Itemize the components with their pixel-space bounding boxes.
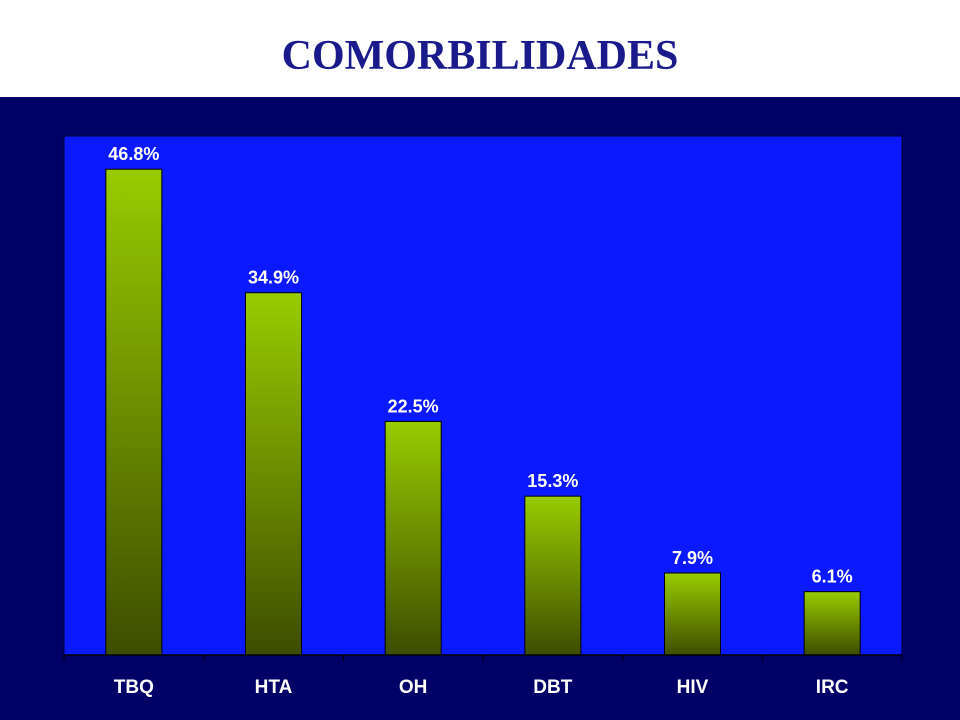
category-label-hta: HTA [255,677,293,698]
data-label-tbq: 46.8% [108,144,159,164]
x-axis: TBQ HTA OH DBT HIV IRC [63,654,903,698]
slide-title: COMORBILIDADES [281,33,679,79]
bar-hiv [664,572,721,656]
bar-hta [245,292,302,656]
title-bar [0,0,960,97]
bar-tbq [105,168,163,656]
category-label-tbq: TBQ [114,677,154,698]
bar-irc [803,591,861,656]
data-label-irc: 6.1% [812,567,853,587]
data-label-dbt: 15.3% [527,471,578,491]
category-label-dbt: DBT [533,677,572,698]
data-label-hta: 34.9% [248,268,299,288]
bar-dbt [524,495,582,656]
data-label-hiv: 7.9% [672,548,713,568]
bars-layer: 46.8% 34.9% 22.5% 15.3% 7.9% 6.1% [105,144,861,656]
plot-area [63,135,903,656]
bar-oh [384,420,442,656]
category-label-irc: IRC [816,677,849,698]
data-label-oh: 22.5% [388,396,439,416]
category-label-oh: OH [399,677,428,698]
category-label-hiv: HIV [677,677,709,698]
